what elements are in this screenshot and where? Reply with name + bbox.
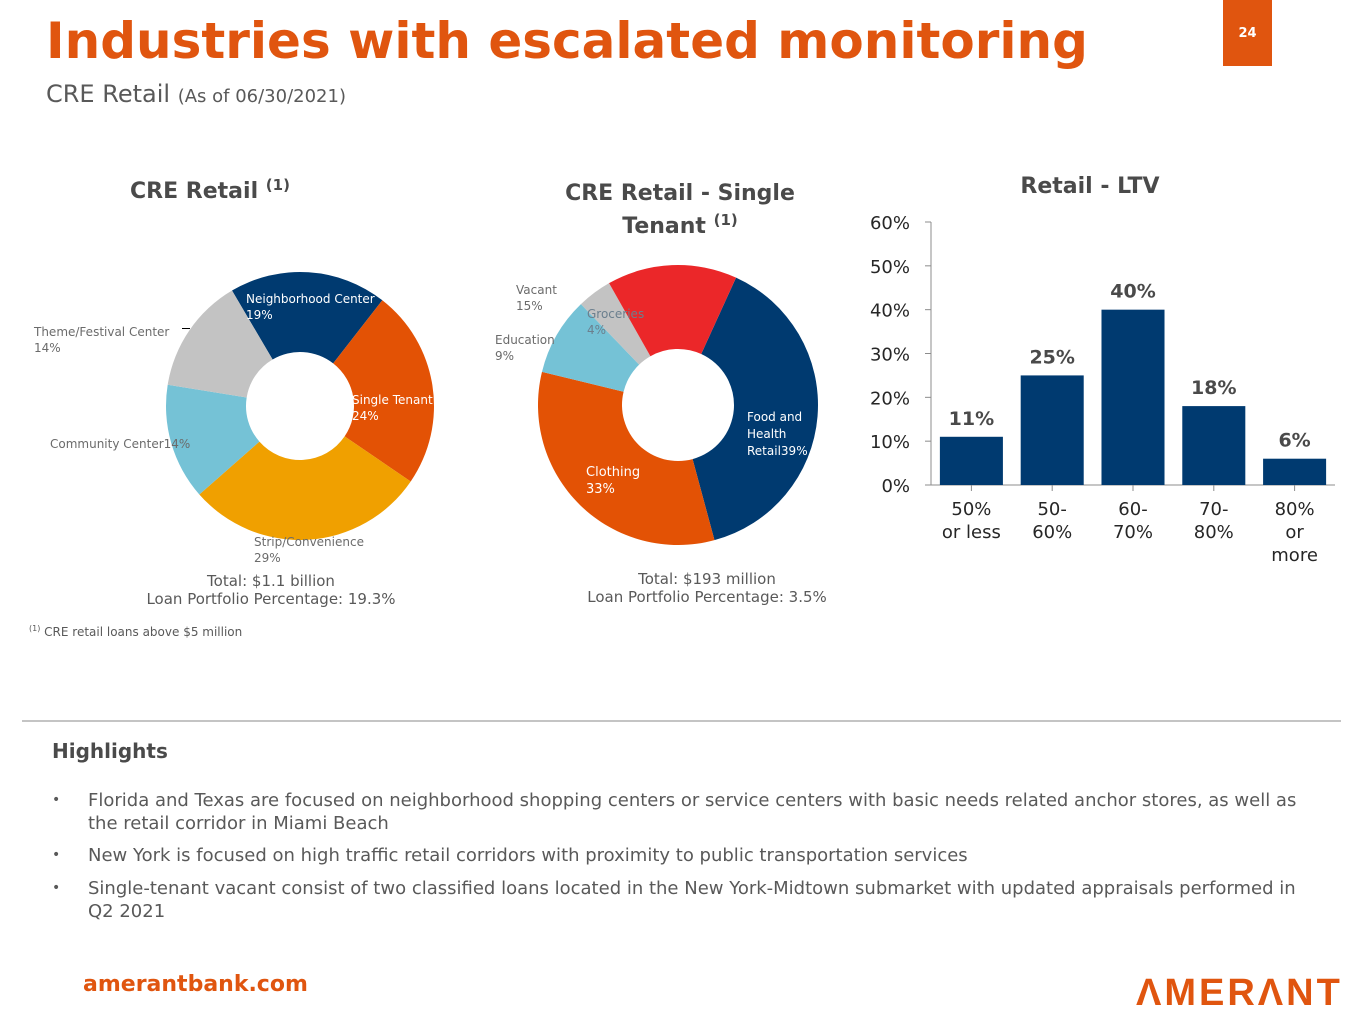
slice-label-theme-festival-center: Theme/Festival Center 14% [34,325,170,355]
highlight-text: Single-tenant vacant consist of two clas… [88,878,1296,922]
page-number-badge: 24 [1223,0,1272,66]
bar-value-label: 6% [1278,430,1310,452]
bullet-icon: • [52,880,61,896]
slice-label-neighborhood-center: Neighborhood Center 19% [246,292,375,322]
highlight-text: Florida and Texas are focused on neighbo… [88,790,1297,834]
chart1-total: Total: $1.1 billion [207,572,335,590]
y-tick-label: 20% [870,388,910,409]
chart1-title-footnote: (1) [265,176,290,194]
section-divider [22,720,1341,722]
bar-50-or-less [939,436,1003,485]
highlight-text: New York is focused on high traffic reta… [88,845,968,866]
slice-label-groceries: Groceries 4% [587,307,645,337]
highlight-item: • Florida and Texas are focused on neigh… [52,789,1312,835]
donut-slice-community-center [166,384,260,495]
chart2-title-line2: Tenant [622,214,706,239]
donut-slice-strip-convenience [199,436,411,540]
donut-slice-single-tenant [333,300,434,482]
donut-slice-education [541,304,640,392]
y-tick-label: 50% [870,257,910,278]
chart1-totals: Total: $1.1 billion Loan Portfolio Perce… [120,572,422,608]
donut-slice-food-and-health-retail [692,277,819,541]
x-tick-label: 50% or less [942,499,1001,543]
slice-label-vacant: Vacant 15% [516,283,557,313]
bar-60-70 [1101,309,1165,485]
chart1-title-text: CRE Retail [130,179,259,204]
chart2-totals: Total: $193 million Loan Portfolio Perce… [556,570,858,606]
donut-slice-theme-festival-center [167,290,273,398]
page-title: Industries with escalated monitoring [46,12,1088,70]
bar-value-label: 25% [1029,346,1074,368]
chart1-portfolio-pct: Loan Portfolio Percentage: 19.3% [146,590,396,608]
footnote-text: CRE retail loans above $5 million [44,625,243,639]
donut-slice-groceries [580,283,651,365]
bullet-icon: • [52,792,61,808]
subtitle-text: CRE Retail [46,80,171,108]
charts-canvas: 0% 10% 20% 30% 40% 50% 60% 11% 50% or less 25% 50-6… [166,213,1335,566]
leader-line [182,328,190,329]
chart2-title-footnote: (1) [713,211,738,229]
bar-value-label: 18% [1191,377,1236,399]
slice-label-education: Education 9% [495,333,555,363]
y-tick-label: 0% [881,476,910,497]
y-tick-label: 30% [870,345,910,366]
subtitle-date: (As of 06/30/2021) [177,86,346,107]
y-tick-label: 60% [870,213,910,234]
bar-value-label: 11% [949,408,994,430]
x-tick-label: 70-80% [1194,499,1234,543]
donut-slice-clothing [537,371,715,545]
footnote: (1) CRE retail loans above $5 million [29,624,242,639]
donut-slice-vacant [609,264,737,357]
slice-label-food-health-retail: Food and Health Retail39% [747,410,808,458]
x-tick-label: 80% or more [1271,499,1318,566]
bullet-icon: • [52,847,61,863]
bar-50-60 [1020,375,1084,485]
donut-slice-neighborhood-center [231,272,383,364]
slice-label-single-tenant: Single Tenant 24% [352,393,433,423]
bar-value-label: 40% [1110,281,1155,303]
slice-label-strip-convenience: Strip/Convenience 29% [254,535,364,565]
bar-70-80 [1182,406,1246,485]
donut-chart-single-tenant [537,264,819,545]
chart2-title: CRE Retail - Single Tenant (1) [530,180,830,240]
chart2-total: Total: $193 million [638,570,776,588]
highlight-item: • New York is focused on high traffic re… [52,844,1312,867]
highlights-title: Highlights [52,739,168,763]
footnote-marker: (1) [29,624,41,633]
x-tick-label: 50-60% [1032,499,1072,543]
bar-80-or-more [1263,458,1327,485]
slice-label-clothing: Clothing 33% [586,465,641,497]
highlight-item: • Single-tenant vacant consist of two cl… [52,877,1312,923]
page-subtitle: CRE Retail (As of 06/30/2021) [46,80,346,108]
slice-label-community-center: Community Center14% [50,437,191,451]
chart2-title-line1: CRE Retail - Single [565,181,795,206]
amerant-logo: ΛMERΛNT [1136,972,1343,1014]
bar-chart-retail-ltv: 0% 10% 20% 30% 40% 50% 60% 11% 50% or less 25% 50-6… [870,213,1335,566]
chart3-title: Retail - LTV [1020,174,1160,199]
donut-chart-cre-retail [166,272,434,540]
footer-url-link[interactable]: amerantbank.com [83,972,308,997]
chart2-portfolio-pct: Loan Portfolio Percentage: 3.5% [587,588,827,606]
y-tick-label: 40% [870,301,910,322]
x-tick-label: 60-70% [1113,499,1153,543]
y-tick-label: 10% [870,432,910,453]
chart1-title: CRE Retail (1) [60,176,360,204]
